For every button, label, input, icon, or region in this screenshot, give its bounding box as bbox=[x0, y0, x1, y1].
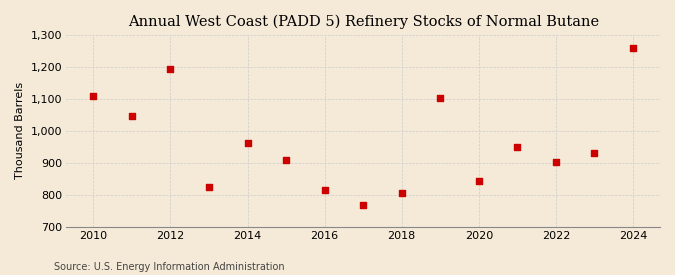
Point bbox=[358, 202, 369, 207]
Point bbox=[473, 179, 484, 183]
Point bbox=[242, 141, 253, 145]
Point bbox=[435, 96, 446, 100]
Point bbox=[319, 188, 330, 193]
Point bbox=[165, 67, 176, 71]
Point bbox=[551, 160, 562, 164]
Point bbox=[88, 94, 99, 99]
Point bbox=[396, 191, 407, 195]
Point bbox=[126, 113, 137, 118]
Title: Annual West Coast (PADD 5) Refinery Stocks of Normal Butane: Annual West Coast (PADD 5) Refinery Stoc… bbox=[128, 15, 599, 29]
Point bbox=[589, 151, 600, 155]
Text: Source: U.S. Energy Information Administration: Source: U.S. Energy Information Administ… bbox=[54, 262, 285, 272]
Point bbox=[204, 185, 215, 189]
Point bbox=[281, 158, 292, 163]
Point bbox=[512, 145, 522, 150]
Y-axis label: Thousand Barrels: Thousand Barrels bbox=[15, 82, 25, 179]
Point bbox=[628, 46, 639, 50]
